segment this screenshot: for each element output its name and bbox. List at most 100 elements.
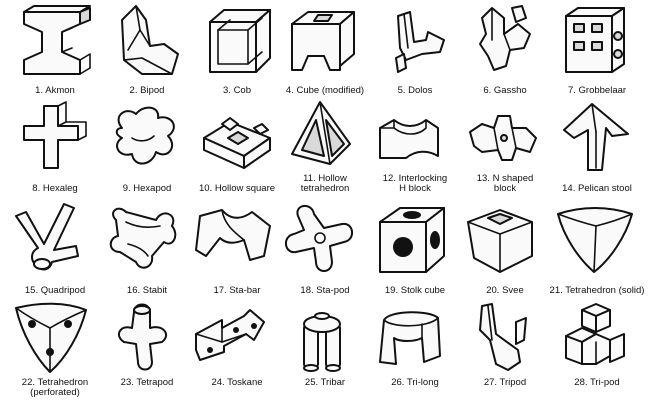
stabit-icon [109, 207, 177, 269]
unit-number: 23. [120, 377, 134, 388]
tripod-icon [479, 303, 527, 371]
unit-name: Pelican stool [577, 183, 632, 194]
unit-akmon: 1. Akmon [10, 0, 100, 100]
unit-number: 8. [32, 183, 41, 194]
unit-name: Tri-pod [589, 377, 620, 388]
unit-number: 9. [122, 183, 131, 194]
hexaleg-icon [23, 101, 87, 169]
unit-name: Toskane [227, 377, 263, 388]
unit-name: Svee [502, 285, 524, 296]
perforated-tetrahedron-icon [15, 302, 87, 373]
unit-number: 19. [384, 285, 399, 296]
solid-tetrahedron-icon [557, 207, 633, 273]
unit-name: Stabit [142, 285, 168, 296]
interlocking-h-block-icon [379, 119, 439, 159]
unit-name: Bipod [140, 85, 165, 96]
tri-pod-icon [565, 303, 625, 365]
unit-name: N shaped block [492, 173, 534, 194]
unit-dolos: 5. Dolos [370, 0, 460, 100]
hollow-tetrahedron-icon [291, 101, 351, 165]
unit-number: 5. [397, 85, 406, 96]
unit-name: Hexapod [133, 183, 172, 194]
modified-cube-icon [291, 11, 355, 71]
unit-toskane: 24. Toskane [192, 300, 282, 400]
unit-interlocking-h-block: 12. Interlocking H block [370, 98, 460, 198]
unit-name: Quadripod [40, 285, 86, 296]
unit-hollow-tetrahedron: 11. Hollow tetrahedron [280, 98, 370, 198]
unit-tri-long: 26. Tri-long [370, 300, 460, 400]
unit-number: 20. [486, 285, 500, 296]
unit-name: Tetrahedron (perforated) [30, 377, 89, 398]
unit-name: Tripod [499, 377, 527, 388]
unit-sta-bar: 17. Sta-bar [192, 200, 282, 300]
hexapod-icon [115, 106, 175, 165]
unit-name: Cube (modified) [296, 85, 365, 96]
unit-number: 1. [35, 85, 44, 96]
unit-gassho: 6. Gassho [460, 0, 550, 100]
unit-name: Akmon [45, 85, 75, 96]
unit-number: 28. [574, 377, 588, 388]
unit-number: 25. [304, 377, 319, 388]
unit-name: Hollow square [214, 183, 276, 194]
cob-icon [209, 9, 271, 73]
unit-name: Hexaleg [42, 183, 78, 194]
unit-name: Tetrapod [136, 377, 174, 388]
unit-number: 21. [549, 285, 563, 296]
unit-name: Tetrahedron (solid) [565, 285, 645, 296]
unit-number: 6. [483, 85, 492, 96]
toskane-icon [195, 309, 265, 361]
stolk-cube-icon [379, 207, 445, 273]
unit-svee: 20. Svee [460, 200, 550, 300]
unit-number: 16. [126, 285, 141, 296]
unit-name: Tri-long [406, 377, 439, 388]
unit-sta-pod: 18. Sta-pod [280, 200, 370, 300]
hollow-square-icon [203, 117, 271, 169]
unit-name: Hollow tetrahedron [300, 173, 350, 194]
unit-number: 27. [483, 377, 498, 388]
unit-number: 7. [567, 85, 576, 96]
dolos-icon [395, 11, 445, 73]
quadripod-icon [15, 203, 79, 271]
unit-name: Grobbelaar [578, 85, 627, 96]
unit-number: 3. [222, 85, 231, 96]
unit-name: Dolos [408, 85, 433, 96]
unit-number: 24. [211, 377, 225, 388]
unit-tri-pod: 28. Tri-pod [552, 300, 642, 400]
unit-number: 2. [129, 85, 138, 96]
unit-stabit: 16. Stabit [102, 200, 192, 300]
sta-bar-icon [195, 209, 271, 261]
unit-tripod: 27. Tripod [460, 300, 550, 400]
unit-bipod: 2. Bipod [102, 0, 192, 100]
gassho-icon [479, 5, 531, 71]
unit-grobbelaar: 7. Grobbelaar [552, 0, 642, 100]
tetrapod-icon [117, 303, 168, 371]
unit-hollow-square: 10. Hollow square [192, 98, 282, 198]
unit-name: Sta-pod [316, 285, 350, 296]
unit-name: Stolk cube [400, 285, 446, 296]
unit-number: 26. [391, 377, 405, 388]
svee-icon [467, 209, 533, 273]
unit-number: 15. [24, 285, 39, 296]
unit-number: 18. [300, 285, 314, 296]
tribar-icon [303, 312, 341, 372]
unit-tribar: 25. Tribar [280, 300, 370, 400]
unit-name: Tribar [320, 377, 346, 388]
unit-number: 14. [562, 183, 576, 194]
unit-number: 10. [198, 183, 213, 194]
n-shaped-block-icon [469, 115, 537, 161]
sta-pod-icon [285, 205, 353, 272]
unit-name: Gassho [493, 85, 527, 96]
unit-name: Interlocking H block [398, 173, 448, 194]
unit-number: 13. [476, 173, 490, 184]
unit-cube-modified: 4. Cube (modified) [280, 0, 370, 100]
unit-name: Sta-bar [229, 285, 261, 296]
unit-n-shaped-block: 13. N shaped block [460, 98, 550, 198]
unit-number: 17. [213, 285, 227, 296]
unit-number: 12. [382, 173, 396, 184]
tri-long-icon [379, 311, 441, 365]
pelican-stool-icon [563, 103, 629, 171]
unit-stolk-cube: 19. Stolk cube [370, 200, 460, 300]
grobbelaar-icon [565, 7, 625, 73]
unit-cob: 3. Cob [192, 0, 282, 100]
unit-tetrahedron-solid: 21. Tetrahedron (solid) [549, 200, 645, 300]
